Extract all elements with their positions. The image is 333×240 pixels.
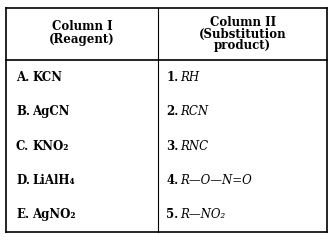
Text: (Substitution: (Substitution xyxy=(199,28,287,41)
Text: KNO₂: KNO₂ xyxy=(32,139,68,152)
Text: product): product) xyxy=(214,40,271,53)
Text: AgCN: AgCN xyxy=(32,105,70,118)
Text: RNC: RNC xyxy=(180,139,208,152)
Text: AgNO₂: AgNO₂ xyxy=(32,208,76,221)
Text: LiAlH₄: LiAlH₄ xyxy=(32,174,75,187)
Text: 5.: 5. xyxy=(166,208,179,221)
Text: RCN: RCN xyxy=(180,105,208,118)
Text: E.: E. xyxy=(16,208,29,221)
Text: R—NO₂: R—NO₂ xyxy=(180,208,226,221)
Text: Column II: Column II xyxy=(210,16,276,29)
Text: R—O—N=O: R—O—N=O xyxy=(180,174,252,187)
Text: 3.: 3. xyxy=(166,139,179,152)
Text: A.: A. xyxy=(16,71,29,84)
Text: RH: RH xyxy=(180,71,199,84)
Text: D.: D. xyxy=(16,174,30,187)
Text: KCN: KCN xyxy=(32,71,62,84)
Text: C.: C. xyxy=(16,139,29,152)
Text: Column I: Column I xyxy=(52,19,113,32)
Text: (Reagent): (Reagent) xyxy=(49,34,115,47)
Text: 4.: 4. xyxy=(166,174,179,187)
Text: 1.: 1. xyxy=(166,71,179,84)
Text: 2.: 2. xyxy=(166,105,179,118)
Text: B.: B. xyxy=(16,105,30,118)
